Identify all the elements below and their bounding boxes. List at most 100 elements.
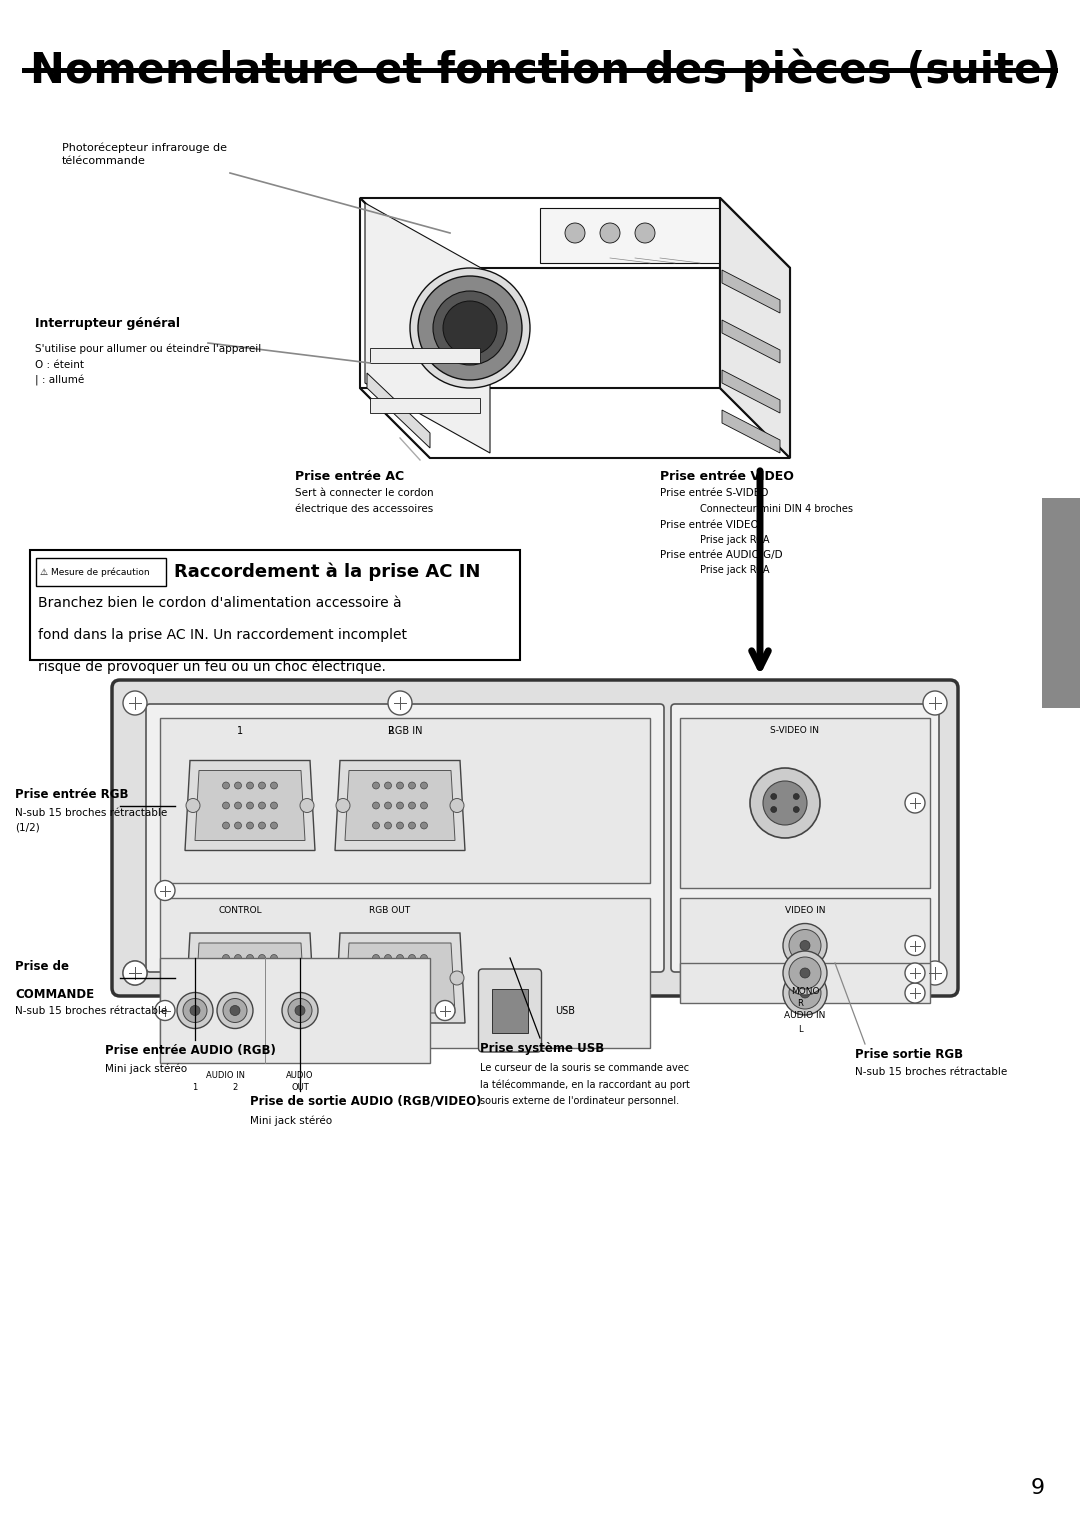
Text: fond dans la prise AC IN. Un raccordement incomplet: fond dans la prise AC IN. Un raccordemen… [38, 628, 407, 642]
Circle shape [156, 1001, 175, 1021]
Text: Prise système USB: Prise système USB [480, 1042, 604, 1054]
Circle shape [123, 961, 147, 986]
Text: Prise entrée VIDEO: Prise entrée VIDEO [660, 471, 794, 483]
Text: 1: 1 [192, 1083, 198, 1093]
Circle shape [600, 223, 620, 243]
Polygon shape [723, 370, 780, 413]
Circle shape [388, 691, 411, 715]
Circle shape [300, 970, 314, 986]
Circle shape [420, 975, 428, 981]
Polygon shape [367, 373, 430, 448]
Circle shape [123, 961, 147, 986]
Circle shape [771, 807, 777, 813]
Text: AUDIO IN: AUDIO IN [205, 1071, 244, 1080]
Circle shape [222, 975, 229, 981]
Circle shape [793, 807, 799, 813]
Text: électrique des accessoires: électrique des accessoires [295, 504, 433, 515]
Circle shape [186, 799, 200, 813]
Polygon shape [370, 397, 480, 413]
Text: Prise de: Prise de [15, 960, 69, 973]
Circle shape [762, 781, 807, 825]
Circle shape [905, 935, 924, 955]
Circle shape [905, 793, 924, 813]
Circle shape [450, 799, 464, 813]
Text: USB: USB [555, 1005, 575, 1016]
Circle shape [246, 975, 254, 981]
Circle shape [246, 955, 254, 961]
Text: Prise sortie RGB: Prise sortie RGB [855, 1048, 963, 1060]
Circle shape [450, 970, 464, 986]
Circle shape [246, 822, 254, 830]
Text: Prise jack RCA: Prise jack RCA [700, 565, 769, 575]
Text: Prise entrée S-VIDEO: Prise entrée S-VIDEO [660, 487, 769, 498]
Text: OUT: OUT [292, 1083, 309, 1093]
Polygon shape [345, 770, 455, 840]
Bar [36, 558, 166, 587]
Text: Le curseur de la souris se commande avec: Le curseur de la souris se commande avec [480, 1063, 689, 1073]
Circle shape [418, 277, 522, 380]
Text: AUDIO IN: AUDIO IN [784, 1012, 826, 1021]
Circle shape [420, 995, 428, 1001]
Text: L: L [798, 1025, 802, 1034]
Circle shape [234, 955, 242, 961]
Text: télécommande: télécommande [62, 156, 146, 167]
FancyBboxPatch shape [478, 969, 541, 1051]
Polygon shape [723, 270, 780, 313]
Circle shape [800, 941, 810, 950]
Circle shape [408, 822, 416, 830]
Circle shape [234, 995, 242, 1001]
Text: la télécommande, en la raccordant au port: la télécommande, en la raccordant au por… [480, 1080, 690, 1091]
Circle shape [234, 975, 242, 981]
Polygon shape [540, 208, 720, 263]
Polygon shape [723, 319, 780, 364]
Text: 2: 2 [387, 726, 393, 736]
Circle shape [408, 975, 416, 981]
Bar [492, 989, 528, 1033]
Circle shape [222, 782, 229, 788]
Text: Prise entrée AUDIO G/D: Prise entrée AUDIO G/D [660, 550, 783, 559]
Circle shape [258, 995, 266, 1001]
Text: VIDEO IN: VIDEO IN [785, 906, 825, 915]
Text: Sert à connecter le cordon: Sert à connecter le cordon [295, 487, 434, 498]
Polygon shape [720, 199, 789, 458]
Circle shape [373, 822, 379, 830]
Polygon shape [360, 388, 789, 458]
Polygon shape [195, 770, 305, 840]
Circle shape [217, 993, 253, 1028]
Text: souris externe de l'ordinateur personnel.: souris externe de l'ordinateur personnel… [480, 1096, 679, 1106]
Circle shape [408, 782, 416, 788]
Circle shape [789, 929, 821, 961]
Bar [160, 898, 650, 1048]
Circle shape [123, 691, 147, 715]
Text: Branchez bien le cordon d'alimentation accessoire à: Branchez bien le cordon d'alimentation a… [38, 596, 402, 610]
Circle shape [156, 880, 175, 900]
Circle shape [270, 955, 278, 961]
Circle shape [222, 802, 229, 808]
Circle shape [270, 975, 278, 981]
Circle shape [396, 782, 404, 788]
Circle shape [234, 802, 242, 808]
Circle shape [336, 970, 350, 986]
Text: Prise jack RCA: Prise jack RCA [700, 535, 769, 545]
Circle shape [396, 995, 404, 1001]
Polygon shape [723, 410, 780, 452]
Circle shape [408, 995, 416, 1001]
Bar [22, 69, 1058, 73]
Circle shape [258, 802, 266, 808]
Circle shape [270, 782, 278, 788]
Circle shape [373, 955, 379, 961]
Circle shape [295, 1005, 305, 1016]
Circle shape [186, 970, 200, 986]
Circle shape [183, 998, 207, 1022]
Circle shape [300, 799, 314, 813]
Text: (1/2): (1/2) [15, 822, 40, 833]
Circle shape [635, 223, 654, 243]
Text: 1: 1 [237, 726, 243, 736]
Circle shape [258, 975, 266, 981]
Circle shape [384, 782, 391, 788]
Polygon shape [345, 943, 455, 1013]
Polygon shape [185, 934, 315, 1024]
Text: O : éteint: O : éteint [35, 361, 84, 370]
Circle shape [258, 782, 266, 788]
Circle shape [565, 223, 585, 243]
